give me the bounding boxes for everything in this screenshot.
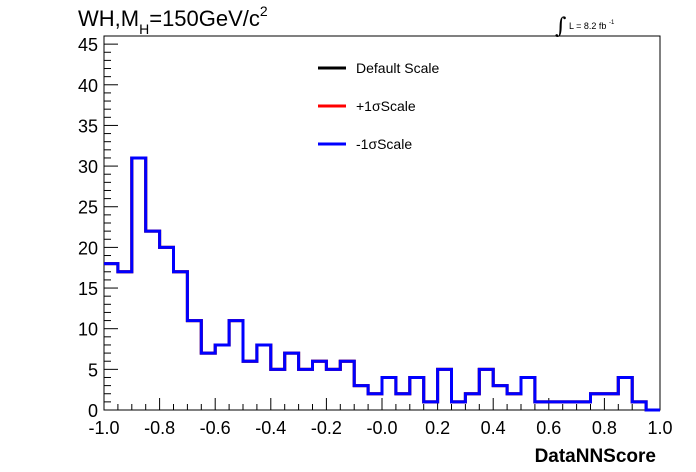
- legend-label: Default Scale: [356, 60, 439, 76]
- plot-frame: [103, 35, 661, 411]
- y-tick-label: 40: [78, 76, 98, 96]
- title-superscript: 2: [259, 3, 268, 19]
- luminosity-label: ∫ L = 8.2 fb -1: [555, 10, 615, 39]
- x-tick-label: -0.4: [255, 418, 286, 438]
- y-tick-label: 25: [78, 198, 98, 218]
- legend-label: +1σScale: [356, 98, 416, 114]
- legend-label: -1σScale: [356, 136, 412, 152]
- y-tick-label: 35: [78, 116, 98, 136]
- y-tick-label: 5: [88, 360, 98, 380]
- x-axis-label: DataNNScore: [535, 446, 656, 467]
- y-tick-label: 15: [78, 279, 98, 299]
- x-tick-label: -0.2: [311, 418, 342, 438]
- series-line-2: [104, 156, 660, 412]
- x-tick-label: 0.2: [425, 418, 450, 438]
- series-group: [104, 156, 660, 412]
- y-tick-label: 10: [78, 320, 98, 340]
- y-tick-label: 0: [88, 401, 98, 421]
- chart-title: WH,MH=150GeV/c2: [78, 3, 268, 37]
- integral-symbol: ∫: [555, 14, 567, 39]
- axes: -1.0 -0.8 -0.6 -0.4 -0.2 -0.0 0.2 0.4 0.6 0.8 1.0 0…: [78, 35, 673, 467]
- x-tick-label: 1.0: [647, 418, 672, 438]
- title-rest: =150GeV/c: [149, 6, 260, 31]
- title-prefix: WH,M: [78, 6, 140, 31]
- x-tick-label: -0.0: [366, 418, 397, 438]
- y-tick-label: 30: [78, 157, 98, 177]
- lumi-text: L = 8.2 fb: [568, 21, 607, 31]
- x-tick-label: -0.6: [200, 418, 231, 438]
- y-tick-label: 20: [78, 238, 98, 258]
- y-tick-label: 45: [78, 35, 98, 55]
- title-subscript: H: [139, 21, 150, 37]
- x-tick-label: -1.0: [88, 418, 119, 438]
- legend: Default Scale +1σScale -1σScale: [318, 60, 439, 152]
- x-tick-label: -0.8: [144, 418, 175, 438]
- x-tick-label: 0.6: [536, 418, 561, 438]
- x-tick-label: 0.8: [592, 418, 617, 438]
- lumi-superscript: -1: [608, 20, 615, 26]
- x-tick-label: 0.4: [481, 418, 506, 438]
